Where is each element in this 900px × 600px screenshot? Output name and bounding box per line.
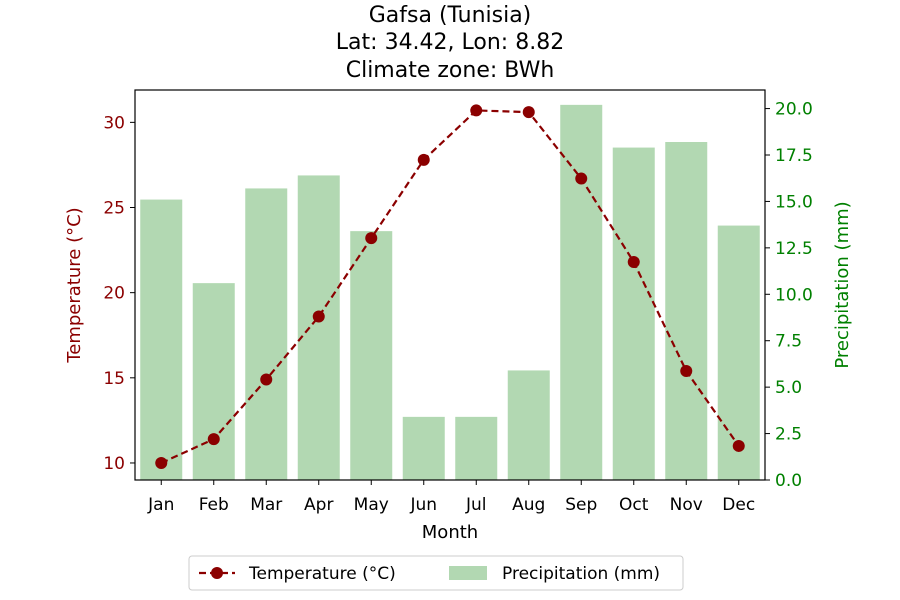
temperature-point-may — [365, 232, 378, 245]
x-axis-ticks: Jan Feb Mar Apr May Jun Jul Aug Sep Oct Nov Dec — [147, 480, 755, 515]
right-axis-ticks: 0.0 2.5 5.0 7.5 10.0 12.5 15.0 17.5 20.0 — [765, 100, 813, 491]
temperature-point-feb — [207, 433, 220, 446]
right-tick-label-3: 7.5 — [775, 332, 802, 352]
precipitation-bar-oct — [612, 147, 655, 481]
x-axis-label: Month — [422, 522, 478, 543]
x-tick-label-mar: Mar — [250, 495, 282, 515]
left-tick-label-2: 20 — [103, 284, 125, 304]
x-tick-label-feb: Feb — [199, 495, 229, 515]
x-tick-label-apr: Apr — [304, 495, 333, 515]
right-tick-label-0: 0.0 — [775, 471, 802, 491]
precipitation-bar-nov — [665, 142, 708, 480]
left-axis-ticks: 10 15 20 25 30 — [103, 113, 135, 474]
right-tick-label-4: 10.0 — [775, 285, 813, 305]
x-tick-label-aug: Aug — [512, 495, 545, 515]
legend-temperature-swatch-marker — [211, 567, 223, 579]
left-tick-label-3: 25 — [103, 199, 125, 219]
right-tick-label-8: 20.0 — [775, 100, 813, 120]
right-tick-label-7: 17.5 — [775, 146, 813, 166]
temperature-line — [160, 109, 740, 464]
left-axis-label: Temperature (°C) — [64, 207, 85, 363]
temperature-line-layer — [155, 104, 745, 469]
temperature-point-jun — [417, 153, 430, 166]
precipitation-bars — [140, 104, 760, 481]
temperature-point-jul — [470, 104, 483, 117]
left-tick-label-4: 30 — [103, 113, 125, 133]
right-tick-label-2: 5.0 — [775, 378, 802, 398]
temperature-point-oct — [627, 256, 640, 269]
temperature-point-sep — [575, 172, 588, 185]
precipitation-bar-may — [350, 231, 393, 480]
left-tick-label-0: 10 — [103, 454, 125, 474]
x-tick-label-sep: Sep — [565, 495, 597, 515]
precipitation-bar-jul — [455, 416, 498, 480]
precipitation-bar-aug — [507, 370, 550, 480]
precipitation-bar-apr — [297, 175, 340, 480]
x-tick-label-jan: Jan — [147, 495, 174, 515]
left-tick-label-1: 15 — [103, 369, 125, 389]
temperature-point-dec — [732, 439, 745, 452]
legend-frame — [188, 555, 684, 591]
x-tick-label-may: May — [354, 495, 389, 515]
legend-temperature-label: Temperature (°C) — [248, 564, 396, 584]
chart-title-line-3: Climate zone: BWh — [346, 58, 555, 83]
precipitation-bar-sep — [560, 104, 603, 480]
right-axis-label: Precipitation (mm) — [832, 201, 853, 368]
precipitation-bar-jun — [402, 416, 445, 480]
legend: Temperature (°C) Precipitation (mm) — [188, 555, 684, 591]
temperature-point-jan — [155, 456, 168, 469]
precipitation-bar-mar — [245, 188, 288, 480]
chart-title-line-2: Lat: 34.42, Lon: 8.82 — [336, 30, 564, 55]
temperature-point-apr — [312, 310, 325, 323]
temperature-point-aug — [522, 106, 535, 119]
chart-title-line-1: Gafsa (Tunisia) — [369, 3, 532, 28]
plot-frame — [134, 89, 766, 481]
temperature-point-mar — [260, 373, 273, 386]
x-tick-label-jun: Jun — [409, 495, 437, 515]
right-tick-label-5: 12.5 — [775, 239, 813, 259]
precipitation-bar-feb — [192, 283, 235, 480]
legend-precipitation-swatch — [449, 566, 487, 580]
x-tick-label-jul: Jul — [465, 495, 487, 515]
right-tick-label-6: 15.0 — [775, 192, 813, 212]
x-tick-label-nov: Nov — [670, 495, 703, 515]
precipitation-bar-jan — [140, 199, 183, 481]
legend-precipitation-label: Precipitation (mm) — [502, 564, 660, 584]
temperature-point-nov — [680, 365, 693, 378]
precipitation-bar-dec — [717, 225, 760, 480]
right-tick-label-1: 2.5 — [775, 425, 802, 445]
x-tick-label-dec: Dec — [722, 495, 755, 515]
x-tick-label-oct: Oct — [619, 495, 649, 515]
